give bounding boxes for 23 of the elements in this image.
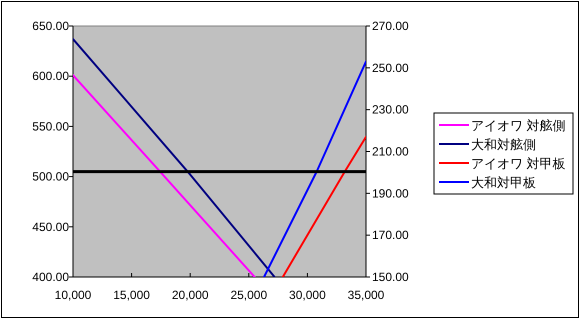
y-tick-label: 400.00 — [32, 270, 70, 284]
legend-label: アイオワ 対甲板 — [471, 156, 566, 171]
y2-tick-label: 250.00 — [372, 60, 410, 75]
x-tick-label: 10,000 — [54, 288, 92, 302]
y-tick-label: 500.00 — [32, 170, 70, 184]
y2-tick-label: 170.00 — [372, 228, 410, 242]
y-tick-label: 600.00 — [32, 69, 70, 84]
y2-tick-label: 150.00 — [372, 270, 410, 284]
y-tick-label: 550.00 — [32, 119, 70, 134]
x-tick-label: 30,000 — [289, 288, 326, 302]
x-tick-label: 25,000 — [230, 288, 268, 302]
legend-label: 大和対舷側 — [471, 137, 536, 152]
x-tick-label: 35,000 — [348, 288, 385, 302]
y2-tick-label: 190.00 — [372, 186, 410, 200]
legend-label: アイオワ 対舷側 — [471, 118, 566, 133]
y-tick-label: 650.00 — [32, 19, 70, 33]
legend-label: 大和対甲板 — [471, 175, 536, 190]
x-tick-label: 15,000 — [113, 288, 150, 302]
y-tick-label: 450.00 — [32, 220, 70, 234]
y2-tick-label: 210.00 — [372, 144, 410, 158]
x-tick-label: 20,000 — [172, 288, 209, 302]
y2-tick-label: 230.00 — [372, 102, 410, 117]
y2-tick-label: 270.00 — [372, 19, 410, 33]
